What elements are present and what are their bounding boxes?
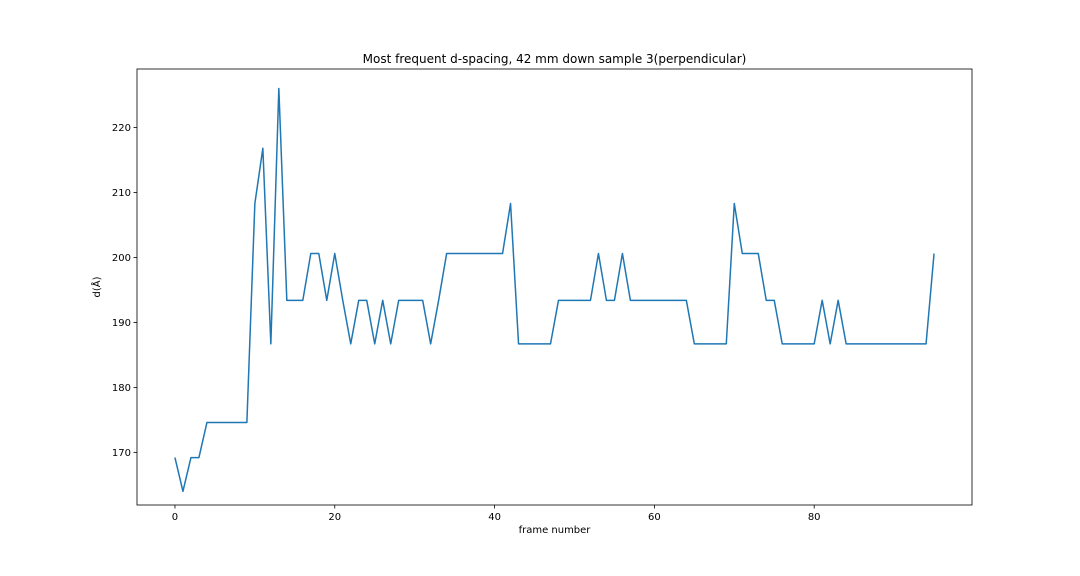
- y-axis-label: d(Å): [90, 276, 103, 297]
- plot-background: [137, 69, 972, 505]
- x-tick-label: 0: [172, 512, 178, 523]
- y-tick-label: 180: [112, 383, 131, 394]
- y-tick-label: 210: [112, 188, 131, 199]
- y-tick-label: 200: [112, 253, 131, 264]
- x-tick-label: 80: [808, 512, 821, 523]
- plot-frame: [136, 68, 973, 506]
- series-line-0: [174, 87, 935, 493]
- x-tick-label: 20: [328, 512, 341, 523]
- x-axis-label: frame number: [519, 525, 592, 536]
- x-tick-label: 60: [648, 512, 661, 523]
- x-tick-label: 40: [488, 512, 501, 523]
- chart-title: Most frequent d-spacing, 42 mm down samp…: [363, 52, 747, 66]
- series-layer: [174, 87, 935, 493]
- y-tick-label: 190: [112, 318, 131, 329]
- y-tick-label: 220: [112, 123, 131, 134]
- ticks-layer: 0 20 40 60 80 170 180 190 200 210 220: [112, 123, 821, 523]
- y-tick-label: 170: [112, 448, 131, 459]
